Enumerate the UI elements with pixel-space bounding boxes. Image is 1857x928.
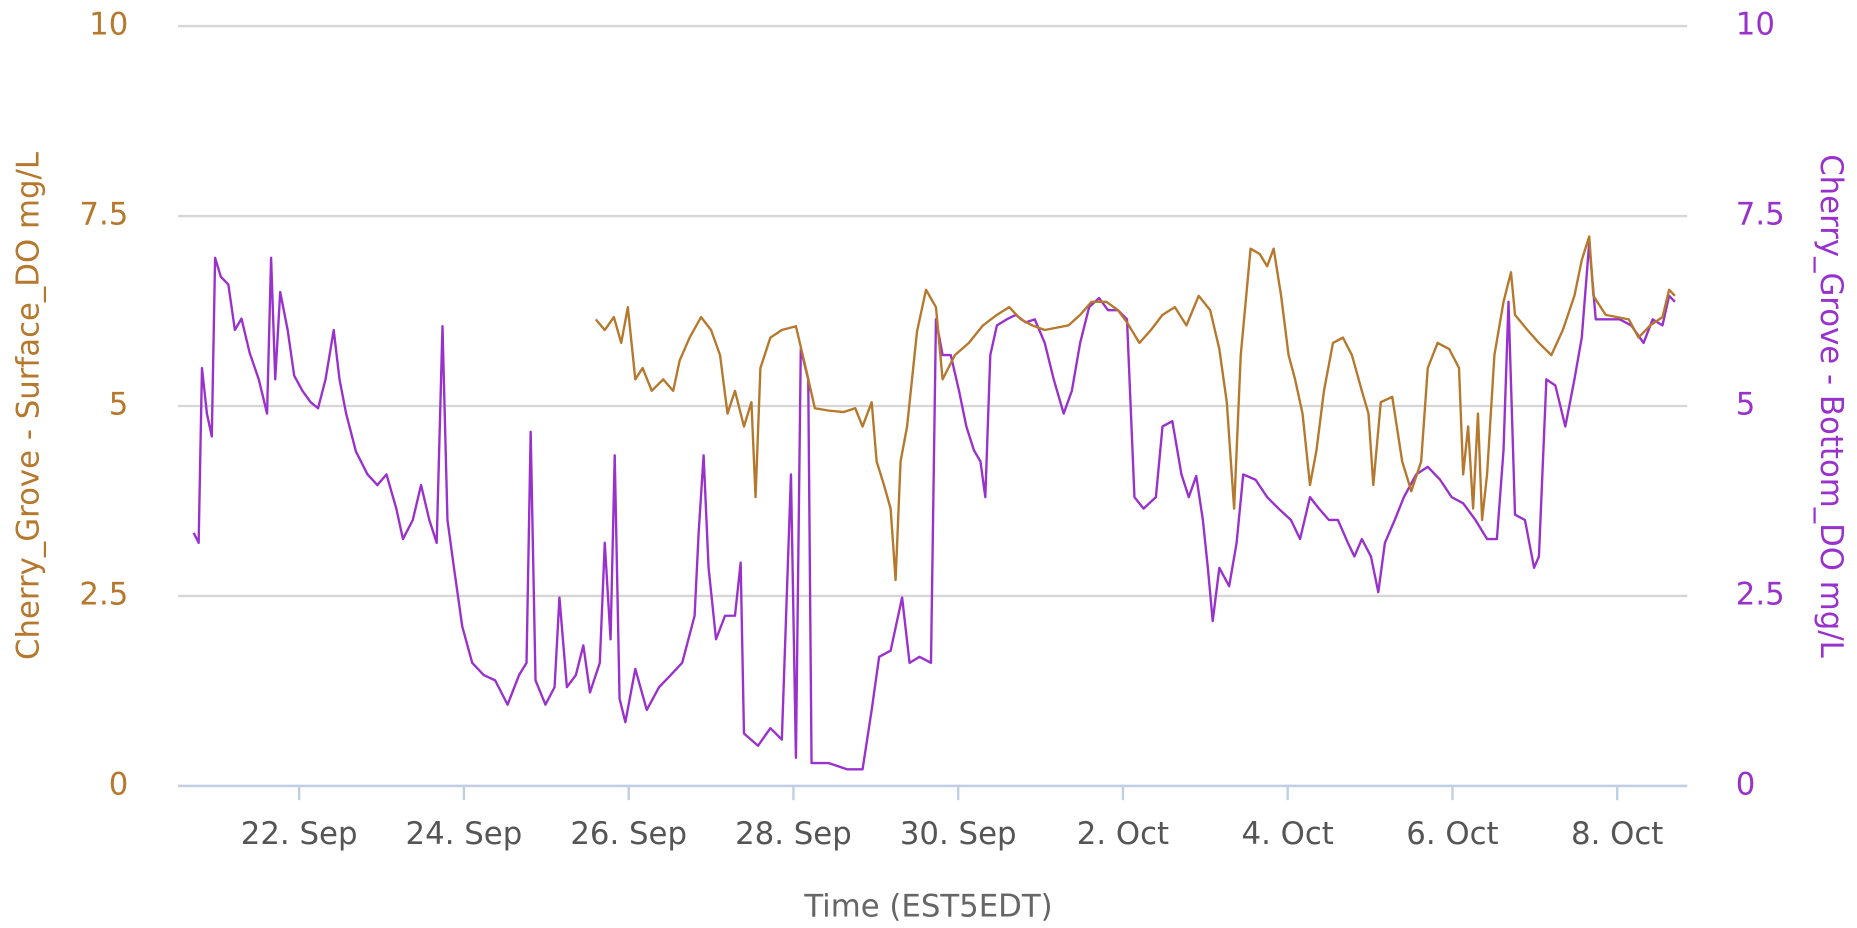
y-tick-label: 0 bbox=[109, 766, 129, 802]
y-axis-title: Cherry_Grove - Surface_DO mg/L bbox=[11, 152, 47, 660]
x-tick-label: 22. Sep bbox=[241, 816, 358, 852]
data-line bbox=[594, 235, 1676, 582]
x-tick-label: 30. Sep bbox=[900, 816, 1017, 852]
x-tick-label: 2. Oct bbox=[1077, 816, 1169, 852]
y2-tick-label: 7.5 bbox=[1736, 197, 1785, 233]
x-tick-label: 8. Oct bbox=[1571, 816, 1663, 852]
y2-axis-title: Cherry_Grove - Bottom_DO mg/L bbox=[1813, 154, 1849, 658]
x-tick-label: 6. Oct bbox=[1406, 816, 1498, 852]
y-tick-label: 7.5 bbox=[79, 197, 128, 233]
x-tick-label: 26. Sep bbox=[570, 816, 687, 852]
y2-tick-label: 10 bbox=[1736, 7, 1775, 43]
x-tick-label: 24. Sep bbox=[406, 816, 523, 852]
data-line bbox=[192, 241, 1676, 771]
y2-tick-label: 0 bbox=[1736, 766, 1756, 802]
y2-tick-label: 5 bbox=[1736, 387, 1756, 423]
y-tick-label: 5 bbox=[109, 387, 129, 423]
y-tick-label: 10 bbox=[89, 7, 128, 43]
x-tick-label: 28. Sep bbox=[735, 816, 852, 852]
y2-tick-label: 2.5 bbox=[1736, 576, 1785, 612]
x-axis-title: Time (EST5EDT) bbox=[803, 888, 1052, 924]
x-tick-label: 4. Oct bbox=[1242, 816, 1334, 852]
y-tick-label: 2.5 bbox=[79, 576, 128, 612]
